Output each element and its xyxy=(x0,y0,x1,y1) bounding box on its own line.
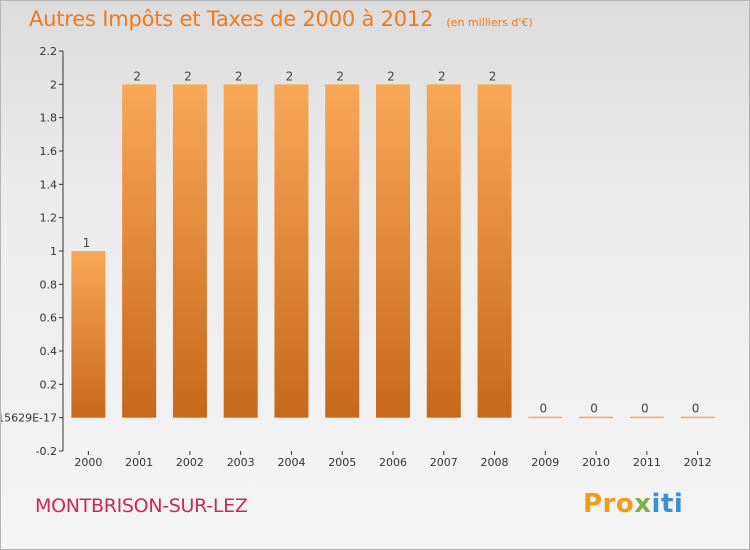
y-tick-label: 1.4 xyxy=(40,178,58,191)
logo-part-x: x xyxy=(634,489,652,519)
logo-part-pro: Pro xyxy=(583,489,635,519)
data-label: 2 xyxy=(438,69,446,83)
chart-title: Autres Impôts et Taxes de 2000 à 2012 xyxy=(29,7,434,31)
x-tick-label: 2006 xyxy=(379,456,407,469)
bar xyxy=(528,416,563,419)
data-label: 2 xyxy=(286,69,294,83)
x-tick-label: 2010 xyxy=(582,456,610,469)
data-label: 2 xyxy=(184,69,192,83)
x-tick-label: 2009 xyxy=(531,456,559,469)
y-tick-label: 1 xyxy=(50,245,57,258)
y-tick-label: 0.4 xyxy=(40,345,58,358)
data-label: 2 xyxy=(133,69,141,83)
y-tick-label: 0.8 xyxy=(40,278,58,291)
data-label: 1 xyxy=(83,236,91,250)
bar xyxy=(223,84,258,418)
bar xyxy=(579,416,614,419)
data-label: 0 xyxy=(641,402,649,416)
bar xyxy=(71,251,106,418)
proxiti-logo[interactable]: Proxiti xyxy=(583,489,683,519)
data-label: 0 xyxy=(539,402,547,416)
data-label: 2 xyxy=(489,69,497,83)
y-tick-label: 1.8 xyxy=(40,112,58,125)
bar xyxy=(477,84,512,418)
x-tick-label: 2004 xyxy=(277,456,305,469)
bar xyxy=(274,84,309,418)
bar xyxy=(426,84,461,418)
data-label: 0 xyxy=(692,402,700,416)
bar xyxy=(172,84,207,418)
data-label: 2 xyxy=(336,69,344,83)
x-tick-label: 2000 xyxy=(74,456,102,469)
x-tick-label: 2007 xyxy=(430,456,458,469)
title-block: Autres Impôts et Taxes de 2000 à 2012 (e… xyxy=(29,7,533,31)
bar xyxy=(629,416,664,419)
y-tick-label: 1.2 xyxy=(40,212,58,225)
x-tick-label: 2008 xyxy=(481,456,509,469)
x-tick-label: 2002 xyxy=(176,456,204,469)
x-tick-label: 2005 xyxy=(328,456,356,469)
data-label: 2 xyxy=(387,69,395,83)
x-tick-label: 2003 xyxy=(227,456,255,469)
chart-subtitle: (en milliers d'€) xyxy=(446,16,533,29)
logo-part-iti: iti xyxy=(651,489,684,519)
y-tick-label: 2.2 xyxy=(40,45,58,58)
data-label: 2 xyxy=(235,69,243,83)
commune-name: MONTBRISON-SUR-LEZ xyxy=(35,495,248,517)
x-tick-label: 2001 xyxy=(125,456,153,469)
bar xyxy=(122,84,157,418)
y-tick-label: -0.2 xyxy=(36,445,57,458)
y-tick-label: -15629E-17 xyxy=(1,412,57,425)
y-tick-label: 2 xyxy=(50,78,57,91)
x-tick-label: 2011 xyxy=(633,456,661,469)
bar xyxy=(325,84,360,418)
y-tick-label: 0.2 xyxy=(40,378,58,391)
bar xyxy=(680,416,715,419)
bar xyxy=(376,84,410,418)
y-tick-label: 1.6 xyxy=(40,145,58,158)
data-label: 0 xyxy=(590,402,598,416)
y-tick-label: 0.6 xyxy=(40,312,58,325)
x-tick-label: 2012 xyxy=(684,456,712,469)
